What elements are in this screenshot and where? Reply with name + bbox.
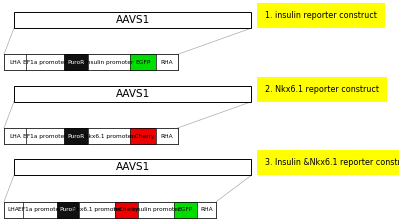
Bar	[14, 159, 251, 175]
Text: 3. Insulin &Nkx6.1 reporter construct: 3. Insulin &Nkx6.1 reporter construct	[265, 158, 399, 167]
Bar	[57, 202, 79, 218]
Bar	[115, 202, 138, 218]
Bar	[88, 54, 130, 70]
Bar	[4, 128, 26, 144]
Bar	[138, 202, 174, 218]
Bar	[64, 54, 88, 70]
Text: PuroR: PuroR	[67, 60, 85, 65]
Bar	[26, 54, 64, 70]
Text: AAVS1: AAVS1	[116, 162, 150, 172]
Text: EGFP: EGFP	[135, 60, 150, 65]
Bar	[4, 128, 178, 144]
Bar	[174, 202, 197, 218]
Text: Insulin promoter: Insulin promoter	[132, 207, 180, 212]
Text: mCherry: mCherry	[130, 134, 155, 138]
Bar	[26, 128, 64, 144]
Text: 2. Nkx6.1 reporter construct: 2. Nkx6.1 reporter construct	[265, 85, 379, 94]
Text: PuroR: PuroR	[59, 207, 77, 212]
Text: LHA: LHA	[9, 60, 21, 65]
Bar	[14, 12, 251, 28]
Text: mCherry: mCherry	[114, 207, 139, 212]
Text: RHA: RHA	[200, 207, 213, 212]
Bar	[130, 54, 156, 70]
Text: RHA: RHA	[160, 60, 173, 65]
Text: EF1a promoter: EF1a promoter	[18, 207, 62, 212]
Bar	[14, 86, 251, 102]
Text: Nkx6.1 promoter: Nkx6.1 promoter	[84, 134, 134, 138]
Bar	[156, 128, 178, 144]
Bar	[88, 128, 130, 144]
Bar	[79, 202, 115, 218]
Bar	[197, 202, 216, 218]
Bar	[4, 54, 26, 70]
Text: 1. insulin reporter construct: 1. insulin reporter construct	[265, 11, 377, 20]
Text: Insulin promoter: Insulin promoter	[85, 60, 133, 65]
Bar	[156, 54, 178, 70]
Bar	[130, 128, 156, 144]
Text: EGFP: EGFP	[178, 207, 193, 212]
Bar	[4, 202, 216, 218]
Bar	[4, 54, 178, 70]
Text: Nkx6.1 promoter: Nkx6.1 promoter	[72, 207, 122, 212]
Text: EF1a promoter: EF1a promoter	[23, 134, 67, 138]
Bar	[23, 202, 57, 218]
Text: EF1a promoter: EF1a promoter	[23, 60, 67, 65]
Text: LHA: LHA	[8, 207, 20, 212]
Text: AAVS1: AAVS1	[116, 15, 150, 25]
Text: PuroR: PuroR	[67, 134, 85, 138]
Bar	[4, 202, 23, 218]
Text: AAVS1: AAVS1	[116, 89, 150, 99]
Bar	[64, 128, 88, 144]
Text: RHA: RHA	[160, 134, 173, 138]
Text: LHA: LHA	[9, 134, 21, 138]
